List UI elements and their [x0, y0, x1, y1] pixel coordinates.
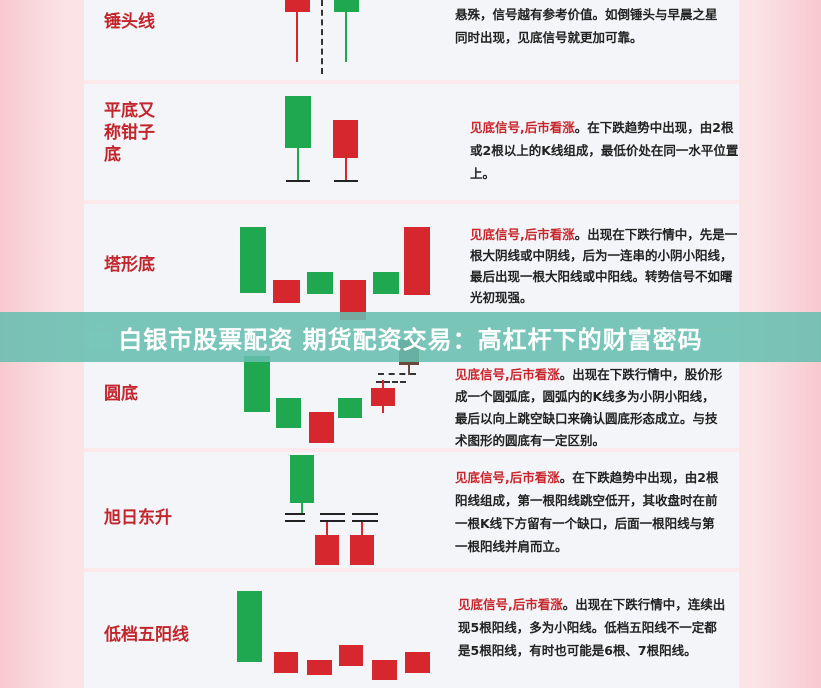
pattern-description: 悬殊，信号越有参考价值。如倒锤头与早晨之星同时出现，见底信号就更加可靠。 [455, 7, 718, 45]
candle-bearish [273, 280, 300, 303]
title-banner: 白银市股票配资 期货配资交易：高杠杆下的财富密码 [0, 312, 821, 362]
pattern-description: 见底信号,后市看涨。出现在下跌行情中，先是一根大阴线或中阴线，后为一连串的小阴小… [470, 227, 738, 305]
support-line [286, 180, 310, 182]
gap-line [320, 513, 345, 515]
candle-wick [296, 0, 298, 62]
pattern-row-hammer [84, 0, 739, 84]
candle-wick [297, 146, 299, 181]
candle-bullish [244, 356, 270, 412]
pattern-description: 见底信号,后市看涨。出现在下跌行情中，股价形成一个圆弧底，圆弧内的K线多为小阴小… [455, 367, 723, 448]
pattern-row-rising-sun [84, 452, 739, 572]
candle-wick [345, 0, 347, 62]
candle-wick [326, 522, 328, 537]
candle-bearish [405, 652, 430, 673]
candle-bearish [404, 227, 430, 295]
pattern-description: 见底信号,后市看涨。在下跌趋势中出现，由2根阳线组成，第一根阳线跳空低开，其收盘… [455, 470, 719, 554]
support-line [334, 180, 358, 182]
candle-bullish [334, 0, 359, 12]
candle-bullish [237, 591, 262, 662]
candle-bearish [371, 388, 395, 406]
gap-line [352, 520, 378, 522]
candle-bullish [285, 96, 311, 148]
candle-wick [301, 500, 303, 514]
pattern-label: 平底又称钳子底 [104, 101, 155, 165]
pattern-label: 圆底 [104, 384, 138, 404]
gap-dashed-line [376, 381, 406, 383]
pattern-description: 见底信号,后市看涨。在下跌趋势中出现，由2根或2根以上的K线组成，最低价处在同一… [470, 120, 739, 181]
candle-bearish [333, 120, 358, 158]
candle-bullish [240, 227, 266, 293]
candle-bearish [285, 0, 310, 12]
candle-bearish [307, 660, 332, 675]
gap-line [352, 513, 378, 515]
pattern-label: 塔形底 [104, 255, 155, 275]
pattern-row-flat-bottom [84, 84, 739, 204]
candle-wick [345, 156, 347, 181]
candle-bearish [315, 535, 339, 565]
pattern-label: 锤头线 [104, 12, 155, 32]
gap-dashed-line [378, 373, 416, 375]
gap-line [285, 513, 305, 515]
gap-line [285, 520, 305, 522]
candle-bullish [373, 272, 399, 294]
candle-bullish [290, 455, 314, 503]
candle-bearish [372, 660, 397, 680]
candle-bullish [276, 398, 301, 428]
candle-bearish [309, 412, 334, 443]
dashed-line [321, 0, 323, 74]
candle-bullish [307, 272, 333, 294]
pattern-label: 旭日东升 [104, 508, 172, 528]
pattern-label: 低档五阳线 [104, 625, 189, 645]
candle-bearish [350, 535, 374, 565]
pattern-row-round-bottom [84, 332, 739, 452]
candle-wick [361, 522, 363, 537]
gap-line [320, 520, 345, 522]
candle-bullish [338, 398, 362, 418]
candle-bearish [339, 645, 363, 666]
banner-title: 白银市股票配资 期货配资交易：高杠杆下的财富密码 [118, 325, 703, 354]
pattern-description: 见底信号,后市看涨。出现在下跌行情中，连续出现5根阳线，多为小阳线。低档五阳线不… [458, 597, 726, 658]
candle-bearish [274, 652, 298, 673]
